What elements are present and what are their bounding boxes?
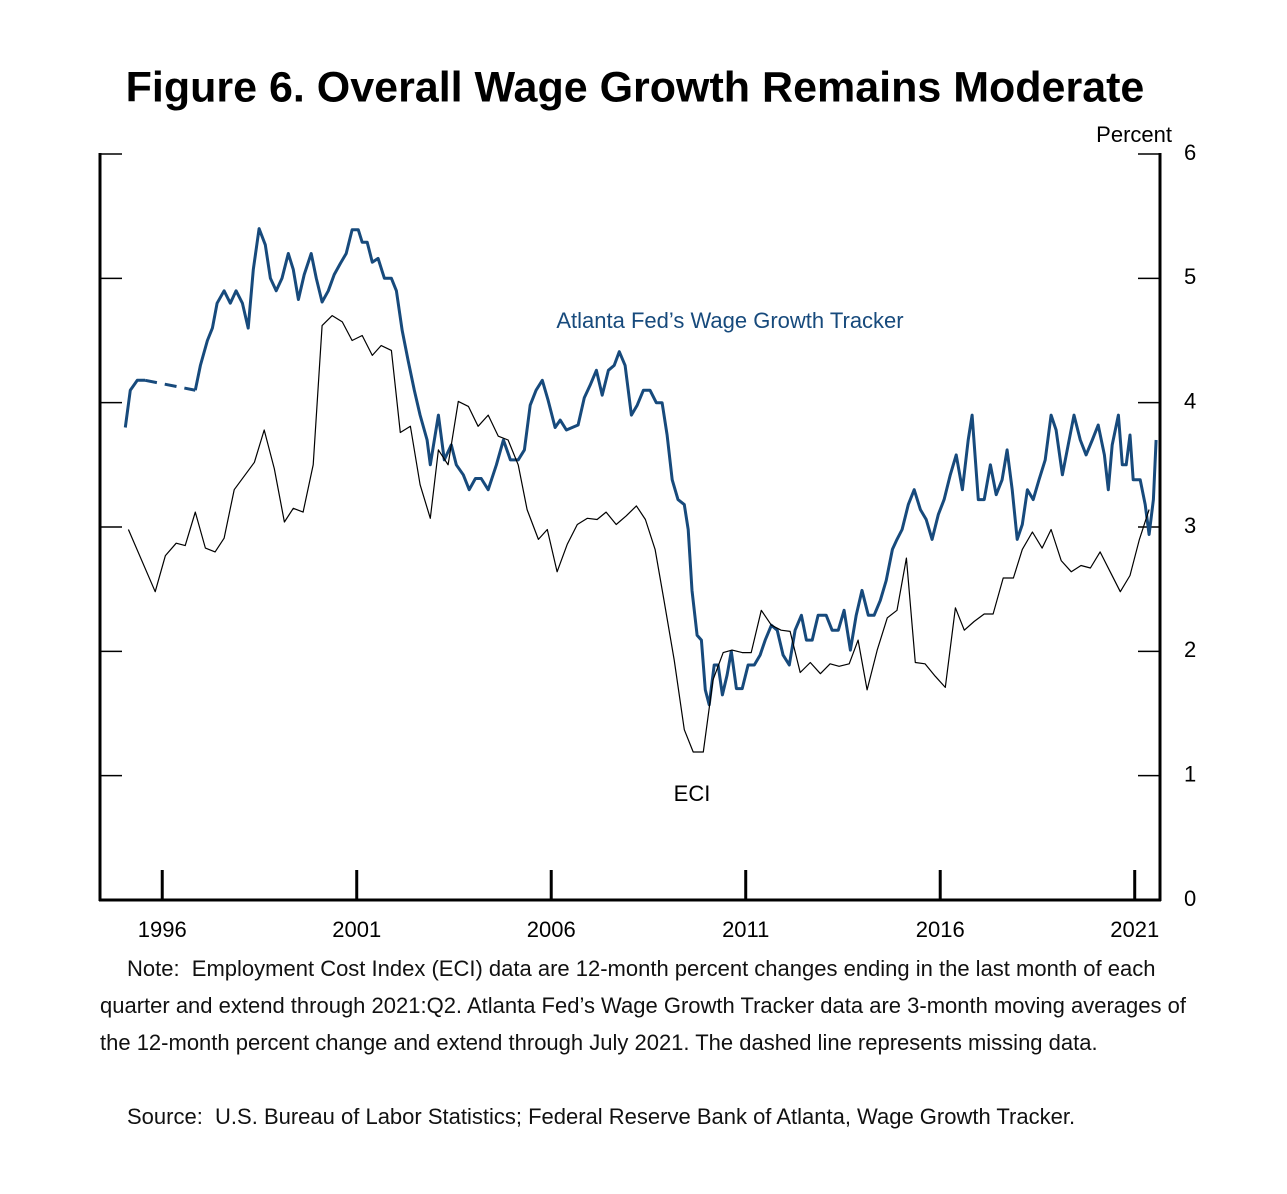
series-line bbox=[123, 227, 1158, 707]
x-tick-label: 2016 bbox=[916, 917, 965, 942]
source: Source: U.S. Bureau of Labor Statistics;… bbox=[127, 1104, 1076, 1129]
x-tick-label: 2001 bbox=[332, 917, 381, 942]
y-tick-label: 3 bbox=[1184, 513, 1196, 538]
series-label: ECI bbox=[674, 781, 711, 806]
y-tick-label: 6 bbox=[1184, 140, 1196, 165]
series-line bbox=[127, 315, 1150, 753]
x-tick-label: 2006 bbox=[527, 917, 576, 942]
y-tick-label: 1 bbox=[1184, 761, 1196, 786]
y-tick-label: 5 bbox=[1184, 264, 1196, 289]
y-tick-label: 2 bbox=[1184, 637, 1196, 662]
x-tick-label: 1996 bbox=[138, 917, 187, 942]
x-tick-label: 2021 bbox=[1110, 917, 1159, 942]
missing-data-line bbox=[144, 378, 196, 392]
chart-title: Figure 6. Overall Wage Growth Remains Mo… bbox=[126, 63, 1145, 111]
y-tick-label: 0 bbox=[1184, 886, 1196, 911]
x-tick-label: 2011 bbox=[722, 917, 769, 942]
series-label: Atlanta Fed’s Wage Growth Tracker bbox=[556, 308, 903, 333]
note: Note: Employment Cost Index (ECI) data a… bbox=[100, 956, 1193, 1055]
chart: Figure 6. Overall Wage Growth Remains Mo… bbox=[98, 63, 1196, 942]
y-tick-label: 4 bbox=[1184, 388, 1196, 413]
y-axis-label: Percent bbox=[1096, 122, 1172, 147]
